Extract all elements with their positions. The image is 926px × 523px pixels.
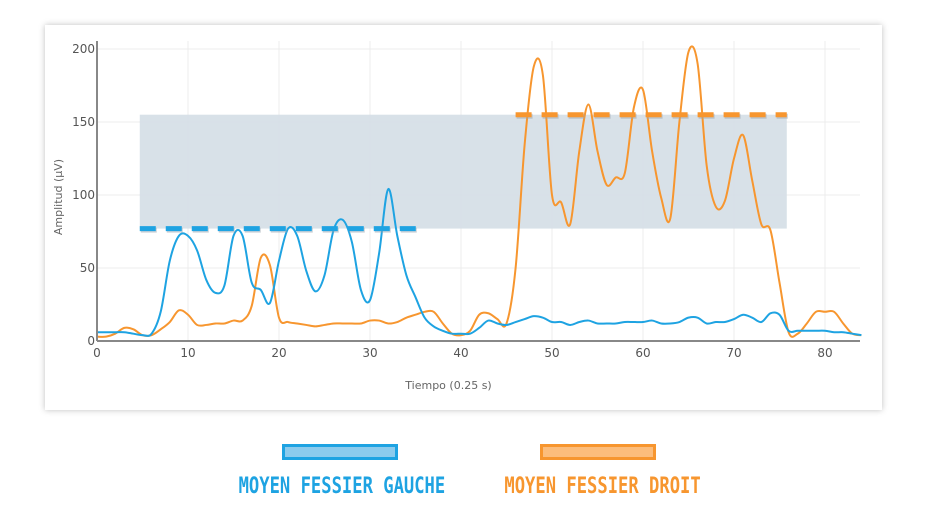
x-tick-label: 0: [93, 346, 101, 360]
x-tick-label: 10: [180, 346, 195, 360]
legend-swatch-gauche: [282, 444, 398, 460]
x-tick-label: 20: [271, 346, 286, 360]
x-tick-label: 60: [635, 346, 650, 360]
x-tick-label: 70: [726, 346, 741, 360]
y-tick-label: 50: [80, 261, 95, 275]
y-tick-label: 200: [72, 42, 95, 56]
shaded-target-band: [139, 114, 787, 229]
x-tick-label: 80: [817, 346, 832, 360]
y-tick-label: 0: [87, 334, 95, 348]
x-axis-title: Tiempo (0.25 s): [404, 379, 491, 392]
y-axis-title: Amplitud (µV): [52, 159, 65, 235]
series-line-gauche: [97, 188, 862, 337]
x-tick-label: 30: [362, 346, 377, 360]
line-chart: 0 50 100 150 200 0 10 20 30 40 50 60 70 80 Tiempo (0.2…: [52, 41, 862, 392]
y-tick-label: 100: [72, 188, 95, 202]
x-tick-label: 50: [544, 346, 559, 360]
legend-item-gauche[interactable]: MOYEN FESSIER GAUCHE: [210, 440, 470, 499]
x-tick-label: 40: [453, 346, 468, 360]
y-tick-label: 150: [72, 115, 95, 129]
legend-label-droit: MOYEN FESSIER DROIT: [504, 474, 701, 499]
legend-swatch-droit: [540, 444, 656, 460]
chart-card: 0 50 100 150 200 0 10 20 30 40 50 60 70 80 Tiempo (0.2…: [45, 25, 882, 410]
series-line-droit: [96, 45, 862, 338]
chart-legend: MOYEN FESSIER GAUCHE MOYEN FESSIER DROIT: [0, 440, 926, 520]
legend-label-gauche: MOYEN FESSIER GAUCHE: [238, 474, 446, 499]
legend-item-droit[interactable]: MOYEN FESSIER DROIT: [478, 440, 718, 499]
